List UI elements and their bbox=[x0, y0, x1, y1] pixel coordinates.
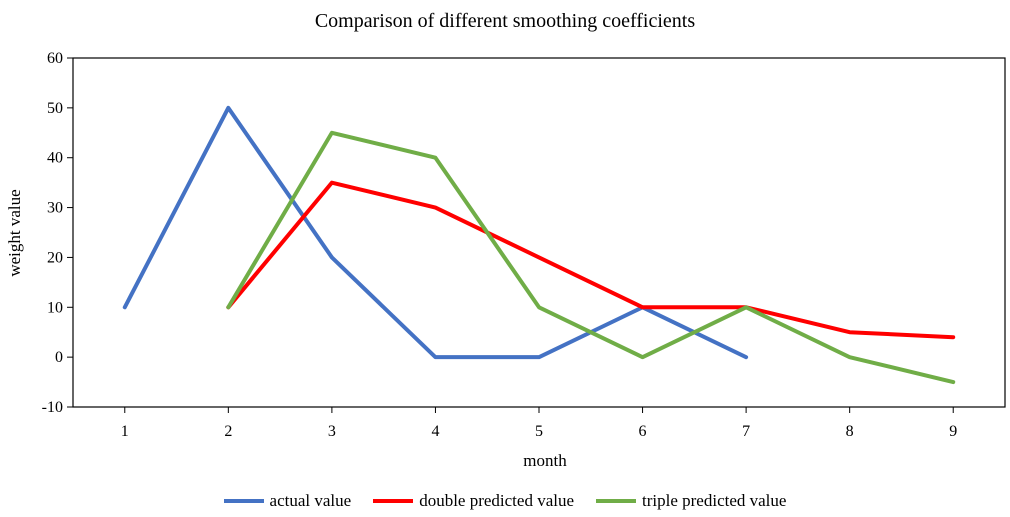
legend-label-actual: actual value bbox=[269, 491, 352, 510]
x-tick-label: 7 bbox=[742, 423, 750, 440]
x-axis-label: month bbox=[523, 451, 567, 470]
legend: actual value double predicted value trip… bbox=[0, 491, 1010, 511]
y-tick-label: -10 bbox=[42, 399, 63, 416]
series-line-2 bbox=[226, 130, 956, 385]
y-tick-label: 0 bbox=[55, 349, 63, 366]
line-chart: -10 0 10 20 30 40 50 60 1 2 3 4 5 6 7 8 9 weight value m… bbox=[5, 50, 1006, 470]
legend-item-double: double predicted value bbox=[373, 491, 574, 511]
y-tick-label: 20 bbox=[47, 249, 63, 266]
x-tick-label: 6 bbox=[639, 423, 647, 440]
legend-label-double: double predicted value bbox=[419, 491, 575, 510]
plot-frame bbox=[72, 57, 1006, 408]
x-tick-label: 3 bbox=[328, 423, 336, 440]
y-tick-label: 10 bbox=[47, 299, 63, 316]
y-tick-label: 60 bbox=[47, 50, 63, 67]
chart-title: Comparison of different smoothing coeffi… bbox=[314, 10, 696, 32]
series-line-1 bbox=[226, 180, 956, 340]
legend-item-actual: actual value bbox=[223, 491, 352, 511]
y-tick-label: 30 bbox=[47, 200, 63, 217]
legend-label-triple: triple predicted value bbox=[642, 491, 787, 510]
legend-item-triple: triple predicted value bbox=[596, 491, 786, 511]
legend-swatch-actual bbox=[223, 499, 264, 503]
series-line-0 bbox=[122, 105, 749, 360]
legend-swatch-double bbox=[373, 499, 414, 503]
x-tick-label: 9 bbox=[949, 423, 957, 440]
x-tick-label: 8 bbox=[846, 423, 854, 440]
legend-swatch-triple bbox=[596, 499, 637, 503]
y-axis-label: weight value bbox=[5, 189, 24, 276]
x-tick-label: 2 bbox=[224, 423, 232, 440]
y-tick-label: 40 bbox=[47, 150, 63, 167]
x-tick-label: 4 bbox=[431, 423, 439, 440]
x-tick-label: 5 bbox=[535, 423, 543, 440]
y-tick-label: 50 bbox=[47, 100, 63, 117]
x-tick-label: 1 bbox=[121, 423, 129, 440]
